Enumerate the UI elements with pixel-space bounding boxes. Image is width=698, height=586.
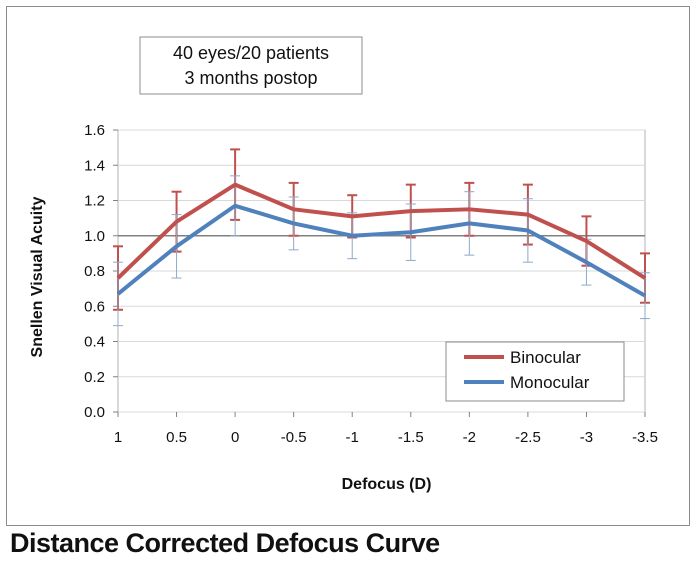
legend-label-binocular: Binocular xyxy=(510,348,581,367)
y-tick-label: 0.6 xyxy=(84,298,105,315)
legend-label-monocular: Monocular xyxy=(510,373,590,392)
y-tick-label: 0.0 xyxy=(84,404,105,421)
x-tick-label: -3.5 xyxy=(632,429,658,446)
x-axis-title: Defocus (D) xyxy=(342,476,432,493)
x-tick-label: -2.5 xyxy=(515,429,541,446)
y-tick-label: 0.8 xyxy=(84,263,105,280)
figure-caption: Distance Corrected Defocus Curve xyxy=(10,528,440,558)
y-tick-label: 1.0 xyxy=(84,228,105,245)
series-line-binocular xyxy=(116,182,647,280)
series-line-monocular xyxy=(116,203,646,298)
x-tick-label: 1 xyxy=(114,429,122,446)
y-tick-label: 0.4 xyxy=(84,334,105,351)
legend-box xyxy=(445,341,625,402)
x-tick-label: 0.5 xyxy=(166,429,187,446)
x-tick-label: -1.5 xyxy=(398,429,424,446)
y-tick-label: 1.2 xyxy=(84,193,105,210)
x-tick-label: 0 xyxy=(231,429,239,446)
x-tick-label: -2 xyxy=(463,429,476,446)
annotation-line: 40 eyes/20 patients xyxy=(173,43,329,63)
y-axis-title: Snellen Visual Acuity xyxy=(29,196,46,357)
y-tick-label: 1.6 xyxy=(84,122,105,139)
x-tick-label: -0.5 xyxy=(281,429,307,446)
x-tick-label: -1 xyxy=(346,429,359,446)
annotation-line: 3 months postop xyxy=(184,68,317,88)
y-tick-label: 0.2 xyxy=(84,369,105,386)
x-tick-label: -3 xyxy=(580,429,593,446)
y-tick-label: 1.4 xyxy=(84,157,105,174)
annotation-box xyxy=(139,36,363,95)
